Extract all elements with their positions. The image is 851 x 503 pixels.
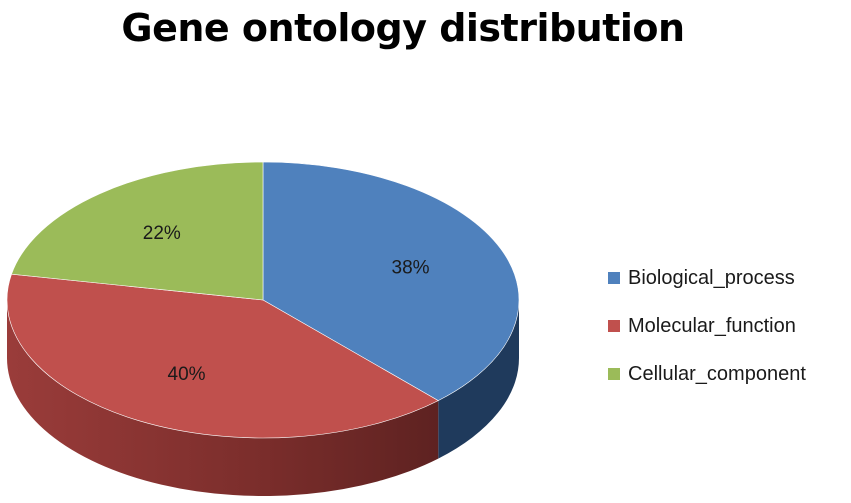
legend-label: Cellular_component <box>628 362 806 385</box>
legend-item-cellular-component: Cellular_component <box>608 362 806 386</box>
legend-swatch <box>608 368 620 380</box>
legend: Biological_process Molecular_function Ce… <box>608 266 806 410</box>
pie-slice-biological-process <box>262 161 520 401</box>
chart-title: Gene ontology distribution <box>121 6 685 50</box>
slice-value-label-cellular-component: 22% <box>143 223 181 244</box>
legend-label: Biological_process <box>628 266 795 289</box>
legend-label: Molecular_function <box>628 314 796 337</box>
legend-item-molecular-function: Molecular_function <box>608 314 806 338</box>
legend-item-biological-process: Biological_process <box>608 266 806 290</box>
pie-slice-molecular-function <box>6 273 439 439</box>
slice-value-label-molecular-function: 40% <box>168 364 206 385</box>
legend-swatch <box>608 272 620 284</box>
pie-slice-cellular-component <box>11 161 264 301</box>
slice-value-label-biological-process: 38% <box>392 258 430 279</box>
pie-side-biological-process <box>438 300 519 459</box>
legend-swatch <box>608 320 620 332</box>
pie-side-molecular-function <box>7 300 439 496</box>
